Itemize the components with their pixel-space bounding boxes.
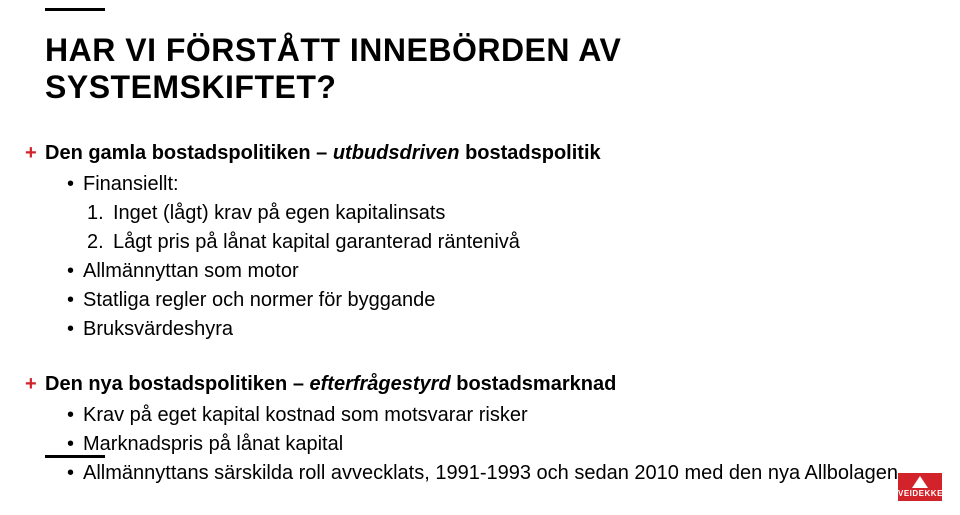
list-item: •Statliga regler och normer för byggande (67, 287, 915, 314)
block-old-policy: + Den gamla bostadspolitiken – utbudsdri… (45, 140, 915, 343)
top-rule (45, 8, 105, 11)
list-item: •Bruksvärdeshyra (67, 316, 915, 343)
plus-icon: + (25, 140, 45, 166)
block2-sub: •Krav på eget kapital kostnad som motsva… (67, 402, 915, 487)
list-item-numbered: 2.Lågt pris på lånat kapital garanterad … (87, 229, 915, 256)
triangle-icon (912, 476, 928, 488)
list-item: •Allmännyttan som motor (67, 258, 915, 285)
block-new-policy: + Den nya bostadspolitiken – efterfråges… (45, 371, 915, 487)
slide: HAR VI FÖRSTÅTT INNEBÖRDEN AV SYSTEMSKIF… (0, 0, 960, 515)
block2-lead: Den nya bostadspolitiken – efterfrågesty… (45, 371, 616, 398)
list-item: •Allmännyttans särskilda roll avvecklats… (67, 460, 915, 487)
logo-text: VEIDEKKE (898, 489, 942, 498)
slide-title: HAR VI FÖRSTÅTT INNEBÖRDEN AV SYSTEMSKIF… (45, 32, 915, 106)
list-item: •Finansiellt: (67, 171, 915, 198)
block1-sub: •Finansiellt: 1.Inget (lågt) krav på ege… (67, 171, 915, 343)
plus-icon: + (25, 371, 45, 397)
list-item: •Krav på eget kapital kostnad som motsva… (67, 402, 915, 429)
veidekke-logo: VEIDEKKE (898, 473, 942, 501)
bottom-rule (45, 455, 105, 458)
list-item: •Marknadspris på lånat kapital (67, 431, 915, 458)
block1-lead: Den gamla bostadspolitiken – utbudsdrive… (45, 140, 601, 167)
list-item-numbered: 1.Inget (lågt) krav på egen kapitalinsat… (87, 200, 915, 227)
